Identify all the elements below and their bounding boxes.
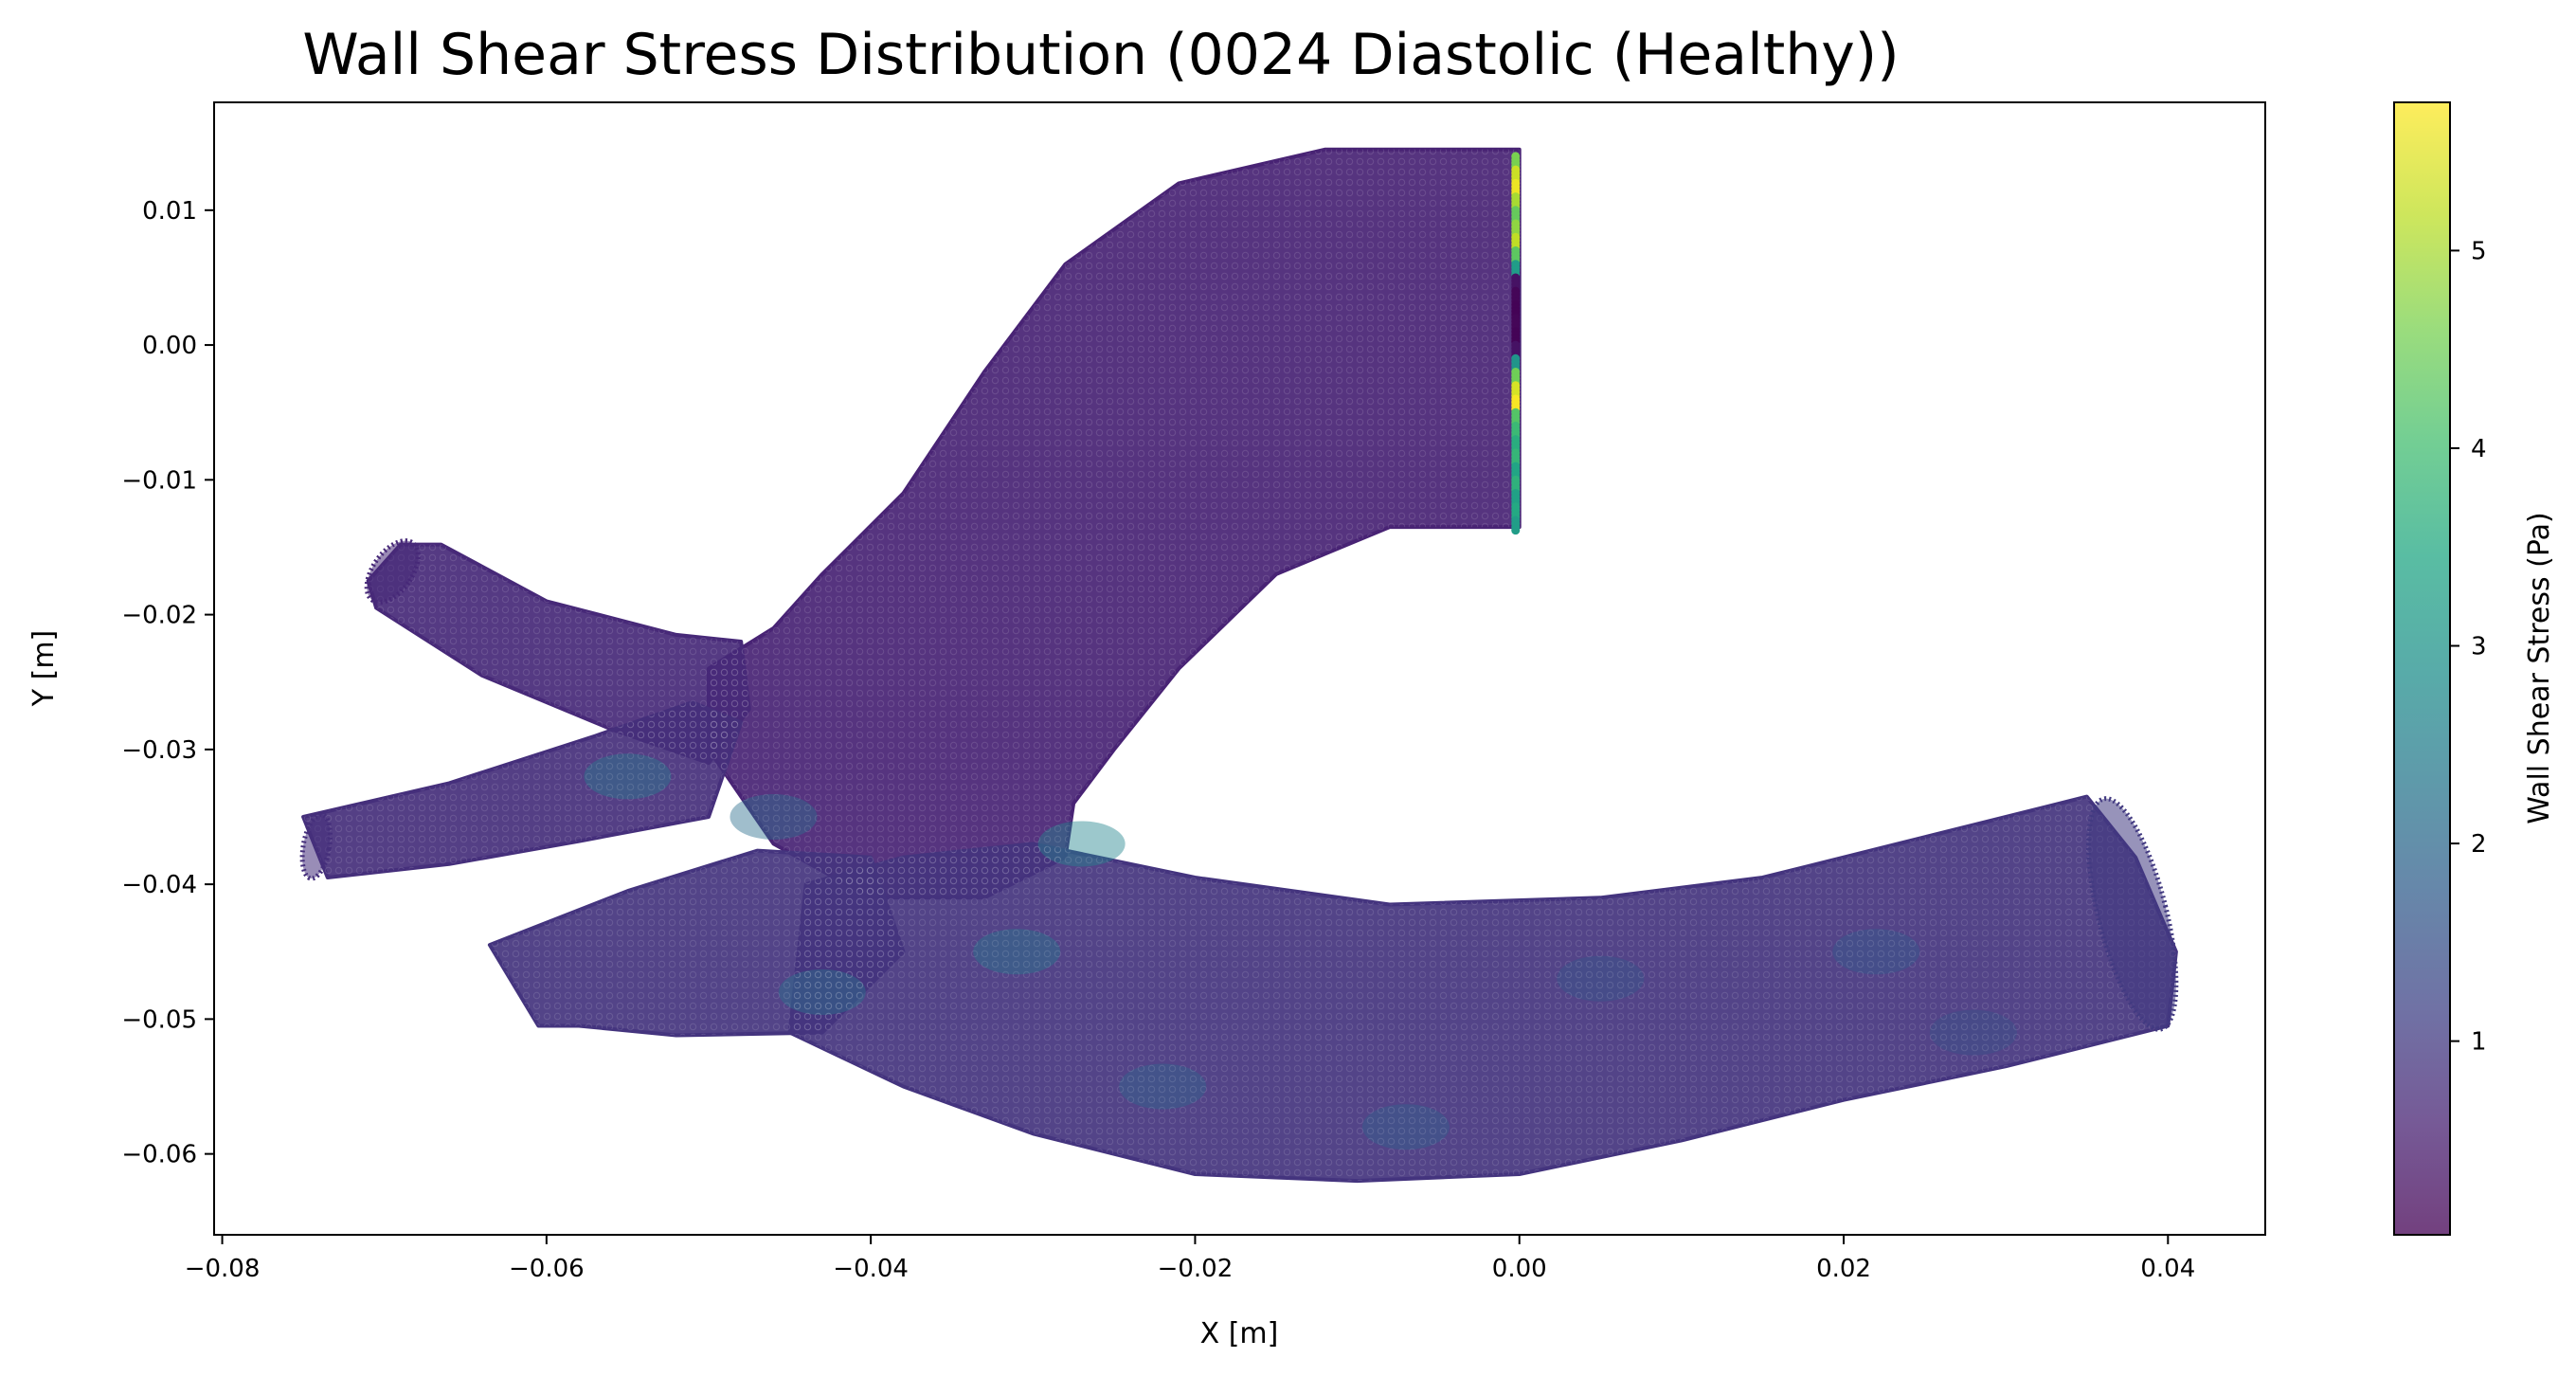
cb-tick-label-4: 5 [2471, 237, 2487, 265]
y-tick-label-2: −0.01 [121, 466, 197, 495]
plot-area: −0.08 −0.06 −0.04 −0.02 0.00 0.02 0.04 0.010.0… [121, 101, 2266, 1283]
y-tick-label-3: −0.02 [121, 602, 197, 630]
cb-tick-label-0: 1 [2471, 1028, 2487, 1057]
y-tick-label-0: 0.01 [142, 197, 197, 226]
cb-tick-label-1: 2 [2471, 830, 2487, 859]
mesh-lower-branch [489, 850, 904, 1036]
colorbar-frame [2393, 101, 2451, 1236]
colorbar-label: Wall Shear Stress (Pa) [2523, 512, 2556, 824]
cb-tick-label-2: 3 [2471, 633, 2487, 661]
colorbar-ticks: 1 2 3 4 5 [2450, 237, 2487, 1057]
outlet-rings [299, 538, 2179, 1032]
x-tick-label-5: 0.02 [1816, 1255, 1871, 1283]
colorbar-gradient [2394, 102, 2450, 1235]
edge-point-27-3 [1511, 526, 1521, 535]
x-tick-label-2: −0.04 [833, 1255, 909, 1283]
y-tick-label-6: −0.05 [121, 1005, 197, 1034]
x-tick-label-0: −0.08 [185, 1255, 261, 1283]
x-tick-label-6: 0.04 [2140, 1255, 2195, 1283]
outlet-middle-branch-outlet [299, 812, 333, 881]
x-tick-label-4: 0.00 [1492, 1255, 1547, 1283]
mesh-ascending-aorta-arch [709, 149, 1520, 898]
mesh-middle-branch [303, 702, 742, 878]
x-axis-ticks: −0.08 −0.06 −0.04 −0.02 0.00 0.02 0.04 [185, 1235, 2195, 1283]
colorbar: 1 2 3 4 5 Wall Shear Stress (Pa) [2393, 101, 2556, 1236]
y-tick-label-5: −0.04 [121, 871, 197, 899]
y-axis-label: Y [m] [27, 630, 61, 708]
mesh-texture [303, 149, 2176, 1182]
mesh-upper-branch [368, 544, 749, 764]
y-axis-ticks: 0.01 0.00 −0.01 −0.02 −0.03 −0.04 −0.05 −0.06 [121, 197, 214, 1169]
outlet-edge-points [1511, 152, 1521, 535]
x-tick-label-1: −0.06 [509, 1255, 585, 1283]
outlet-upper-branch-outlet [364, 538, 421, 606]
cb-tick-label-3: 4 [2471, 435, 2487, 463]
y-tick-label-7: −0.06 [121, 1141, 197, 1169]
chart-title: Wall Shear Stress Distribution (0024 Dia… [302, 22, 1899, 88]
x-axis-label: X [m] [1200, 1317, 1279, 1350]
y-tick-label-1: 0.00 [142, 332, 197, 360]
mesh-descending-aorta [789, 796, 2176, 1182]
plot-frame [213, 101, 2266, 1236]
x-tick-label-3: −0.02 [1158, 1255, 1234, 1283]
y-tick-label-4: −0.03 [121, 736, 197, 765]
outlet-descending-outlet [2085, 796, 2179, 1032]
